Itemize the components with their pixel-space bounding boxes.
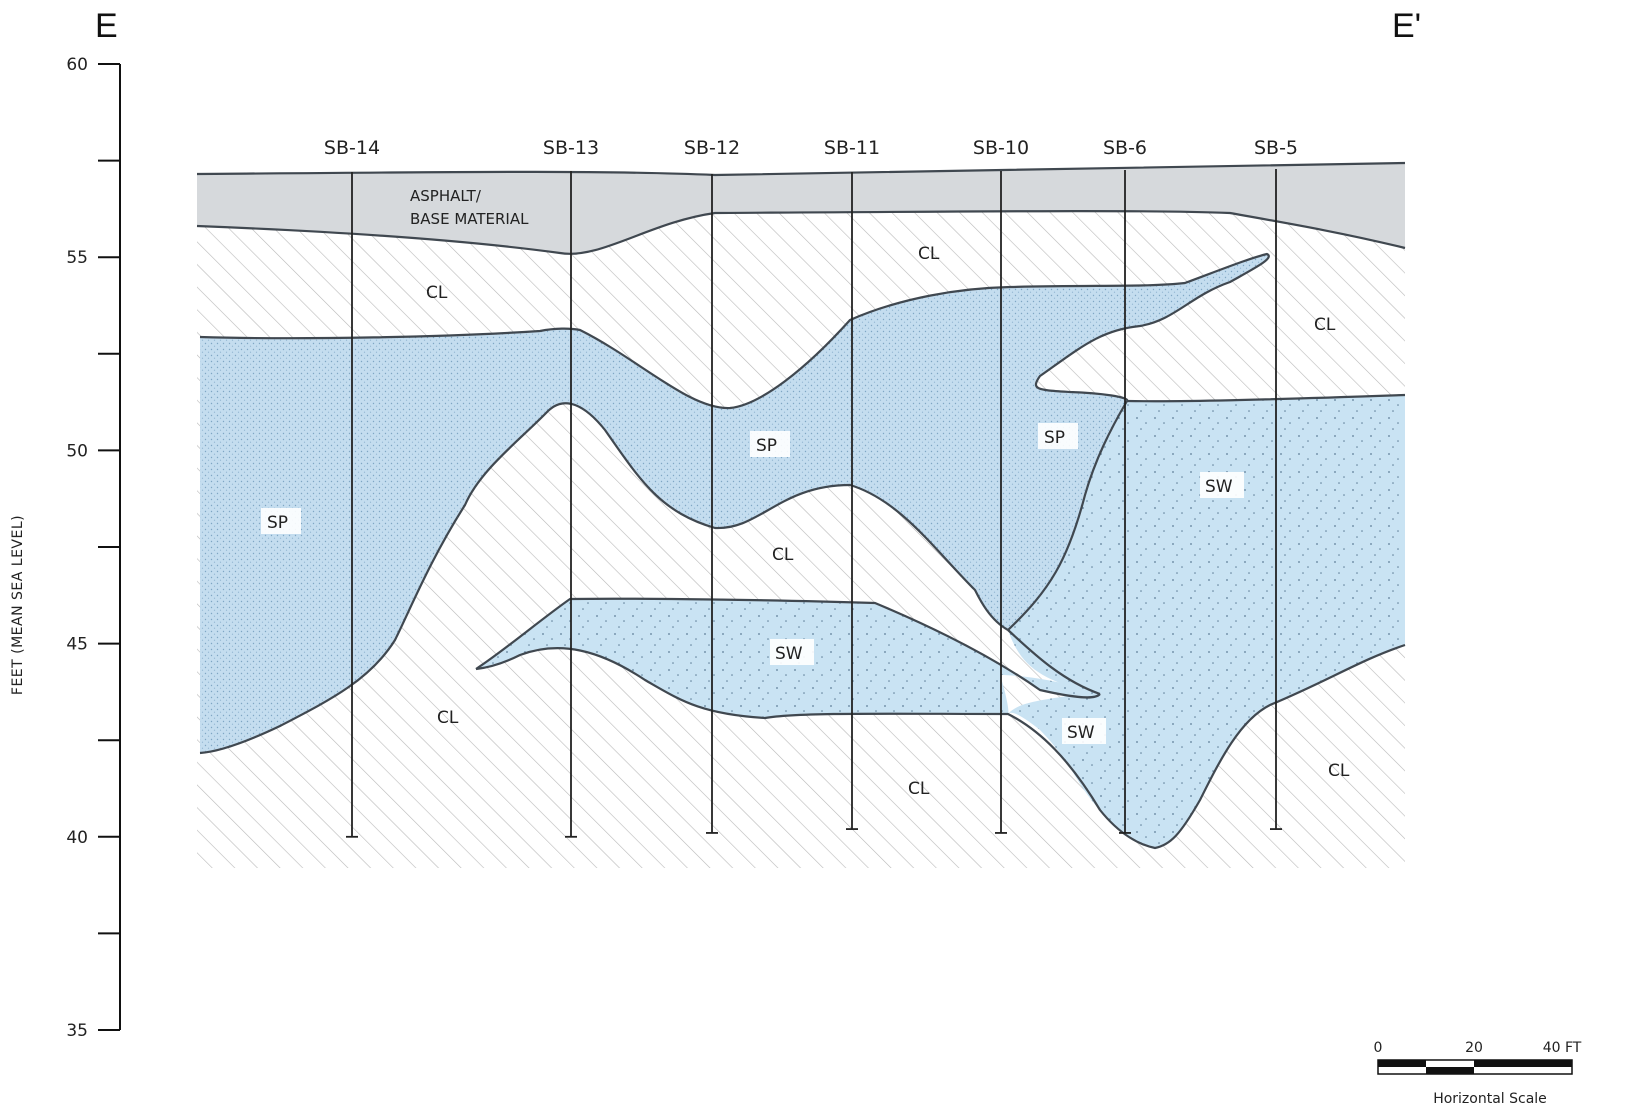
geologic-units xyxy=(196,161,1406,868)
boring-label: SB-13 xyxy=(543,137,599,159)
scale-label-0: 0 xyxy=(1374,1040,1383,1056)
tick-label-35: 35 xyxy=(66,1021,88,1041)
boring-sb-11: SB-11 xyxy=(824,137,880,830)
cl-label-7: CL xyxy=(1328,761,1350,781)
unit-labels: ASPHALT/ BASE MATERIAL CL CL CL CL CL CL… xyxy=(261,187,1350,799)
boring-label: SB-10 xyxy=(973,137,1029,159)
cl-label-1: CL xyxy=(426,283,448,303)
boring-sb-5: SB-5 xyxy=(1254,137,1298,830)
scale-label-20: 20 xyxy=(1465,1040,1483,1056)
cl-label-2: CL xyxy=(918,244,940,264)
boring-sb-14: SB-14 xyxy=(324,137,380,838)
scale-title: Horizontal Scale xyxy=(1433,1091,1547,1107)
cl-label-3: CL xyxy=(1314,315,1336,335)
asphalt-label-line2: BASE MATERIAL xyxy=(410,210,529,228)
boring-sb-12: SB-12 xyxy=(684,137,740,834)
tick-label-50: 50 xyxy=(66,441,88,461)
boring-sb-13: SB-13 xyxy=(543,137,599,838)
elevation-axis: 60 55 50 45 40 35 FEET (MEAN SEA LEVEL) xyxy=(10,55,121,1041)
asphalt-label-line1: ASPHALT/ xyxy=(410,187,482,205)
section-start-label: E xyxy=(95,7,118,45)
sw-label-3: SW xyxy=(1067,723,1095,743)
asphalt-layer xyxy=(197,163,1405,254)
boring-label: SB-6 xyxy=(1103,137,1147,159)
cl-label-4: CL xyxy=(772,545,794,565)
boring-sb-6: SB-6 xyxy=(1103,137,1147,834)
borings: SB-14 SB-13 SB-12 SB-11 SB-10 SB-6 SB-5 xyxy=(324,137,1298,838)
sw-label-1: SW xyxy=(775,644,803,664)
axis-title: FEET (MEAN SEA LEVEL) xyxy=(10,515,26,695)
tick-label-45: 45 xyxy=(66,635,88,655)
scale-label-40: 40 FT xyxy=(1543,1040,1582,1056)
boring-sb-10: SB-10 xyxy=(973,137,1029,834)
sw-gravel-body-right xyxy=(1008,395,1405,848)
sp-label-2: SP xyxy=(756,436,777,456)
tick-label-60: 60 xyxy=(66,55,88,75)
sp-label-3: SP xyxy=(1044,428,1065,448)
tick-label-40: 40 xyxy=(66,828,88,848)
boring-label: SB-5 xyxy=(1254,137,1298,159)
sp-label-1: SP xyxy=(267,513,288,533)
cl-label-6: CL xyxy=(908,779,930,799)
boring-label: SB-14 xyxy=(324,137,380,159)
tick-label-55: 55 xyxy=(66,248,88,268)
cl-label-5: CL xyxy=(437,708,459,728)
sw-label-2: SW xyxy=(1205,477,1233,497)
boring-label: SB-11 xyxy=(824,137,880,159)
section-end-label: E' xyxy=(1392,7,1421,45)
boring-label: SB-12 xyxy=(684,137,740,159)
horizontal-scale-bar: 0 20 40 FT Horizontal Scale xyxy=(1374,1040,1582,1107)
